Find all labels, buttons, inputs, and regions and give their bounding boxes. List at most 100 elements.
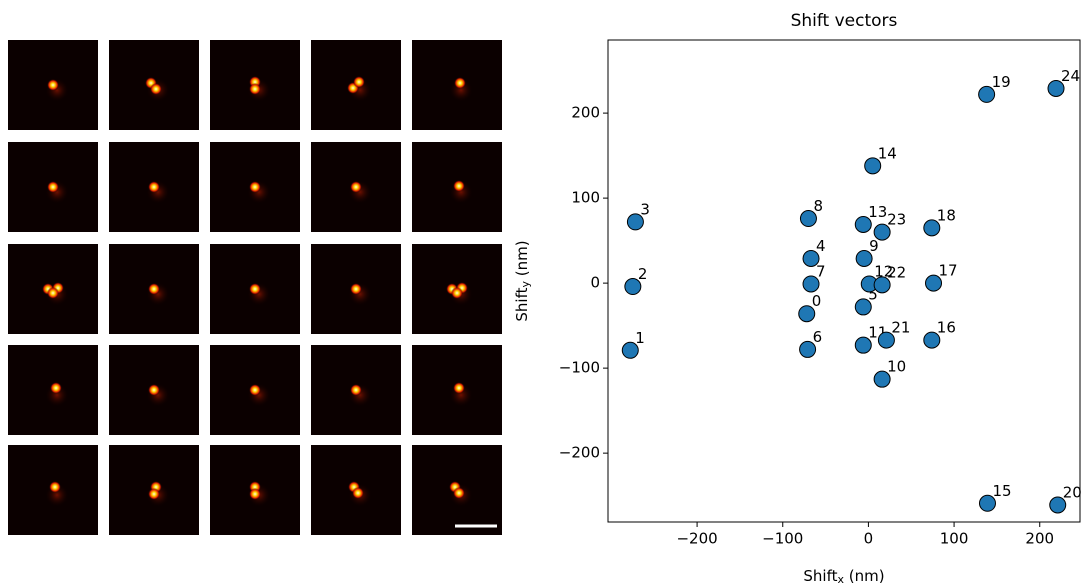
x-tick-label: 200 xyxy=(1025,530,1054,548)
point-label: 19 xyxy=(992,73,1011,91)
point xyxy=(1047,79,1065,97)
image-tile xyxy=(109,445,199,535)
point xyxy=(873,276,891,294)
y-label-sub: y xyxy=(519,281,532,288)
point xyxy=(802,249,820,267)
y-tick-label: −100 xyxy=(559,359,600,377)
image-spot xyxy=(150,83,162,95)
image-tile xyxy=(8,244,98,334)
point-label: 23 xyxy=(887,211,906,229)
image-tile xyxy=(412,142,502,232)
point xyxy=(1049,496,1067,514)
point xyxy=(925,274,943,292)
point xyxy=(855,249,873,267)
image-spot xyxy=(47,79,59,91)
image-spot xyxy=(453,180,465,192)
chart-title: Shift vectors xyxy=(791,11,898,31)
image-tile xyxy=(8,40,98,130)
image-spot xyxy=(47,181,59,193)
image-tile xyxy=(210,445,300,535)
point-label: 16 xyxy=(937,319,956,337)
x-axis-label: Shiftx (nm) xyxy=(803,567,884,587)
point-label: 1 xyxy=(635,329,645,347)
point-label: 0 xyxy=(812,292,822,310)
point xyxy=(624,278,642,296)
point-label: 14 xyxy=(878,144,897,162)
image-tile xyxy=(109,244,199,334)
point-label: 3 xyxy=(640,200,650,218)
image-tile xyxy=(210,40,300,130)
image-tile xyxy=(210,244,300,334)
point xyxy=(978,85,996,103)
x-label-main: Shift xyxy=(803,567,837,585)
point xyxy=(802,275,820,293)
point-label: 21 xyxy=(891,319,910,337)
image-spot xyxy=(148,488,160,500)
image-spot xyxy=(350,181,362,193)
point-label: 17 xyxy=(939,262,958,280)
image-tile xyxy=(311,244,401,334)
point xyxy=(923,331,941,349)
image-tile xyxy=(311,40,401,130)
image-grid xyxy=(8,40,502,535)
image-tile xyxy=(412,445,502,535)
x-tick-label: −200 xyxy=(676,530,717,548)
point-label: 15 xyxy=(992,482,1011,500)
point xyxy=(854,336,872,354)
y-tick-label: 100 xyxy=(571,189,600,207)
image-spot xyxy=(454,77,466,89)
point xyxy=(978,494,996,512)
point xyxy=(798,305,816,323)
point-label: 7 xyxy=(816,262,826,280)
image-spot xyxy=(49,481,61,493)
image-tile xyxy=(109,40,199,130)
image-tile xyxy=(210,345,300,435)
y-tick-label: −200 xyxy=(559,444,600,462)
x-tick-label: 100 xyxy=(940,530,969,548)
point-label: 9 xyxy=(869,237,879,255)
axes-frame xyxy=(607,39,1081,523)
image-spot xyxy=(451,287,463,299)
image-spot xyxy=(350,384,362,396)
point-label: 2 xyxy=(638,265,648,283)
point xyxy=(864,157,882,175)
image-spot xyxy=(148,384,160,396)
point-label: 6 xyxy=(813,328,823,346)
image-spot xyxy=(249,83,261,95)
y-label-unit: (nm) xyxy=(513,240,531,281)
point-label: 12 xyxy=(874,262,893,280)
image-tile xyxy=(8,345,98,435)
point xyxy=(621,341,639,359)
image-spot xyxy=(249,283,261,295)
image-spot xyxy=(47,287,59,299)
image-spot xyxy=(50,382,62,394)
image-spot xyxy=(352,487,364,499)
image-tile xyxy=(412,244,502,334)
point xyxy=(626,213,644,231)
image-tile xyxy=(412,40,502,130)
point xyxy=(877,331,895,349)
image-spot xyxy=(453,487,465,499)
image-spot xyxy=(249,181,261,193)
image-spot xyxy=(249,488,261,500)
image-tile xyxy=(109,345,199,435)
image-spot xyxy=(353,76,365,88)
image-spot xyxy=(350,283,362,295)
x-tick-label: 0 xyxy=(864,530,874,548)
point-label: 8 xyxy=(813,197,823,215)
y-tick-label: 0 xyxy=(590,274,600,292)
point xyxy=(799,340,817,358)
y-axis-label: Shifty (nm) xyxy=(513,240,533,321)
point xyxy=(873,223,891,241)
image-spot xyxy=(249,384,261,396)
point xyxy=(923,219,941,237)
x-tick-label: −100 xyxy=(762,530,803,548)
image-spot xyxy=(453,382,465,394)
point-label: 20 xyxy=(1063,483,1082,501)
x-label-unit: (nm) xyxy=(844,567,885,585)
y-tick-label: 200 xyxy=(571,104,600,122)
image-tile xyxy=(210,142,300,232)
point-label: 10 xyxy=(887,358,906,376)
point-label: 18 xyxy=(937,206,956,224)
x-label-sub: x xyxy=(838,573,845,586)
